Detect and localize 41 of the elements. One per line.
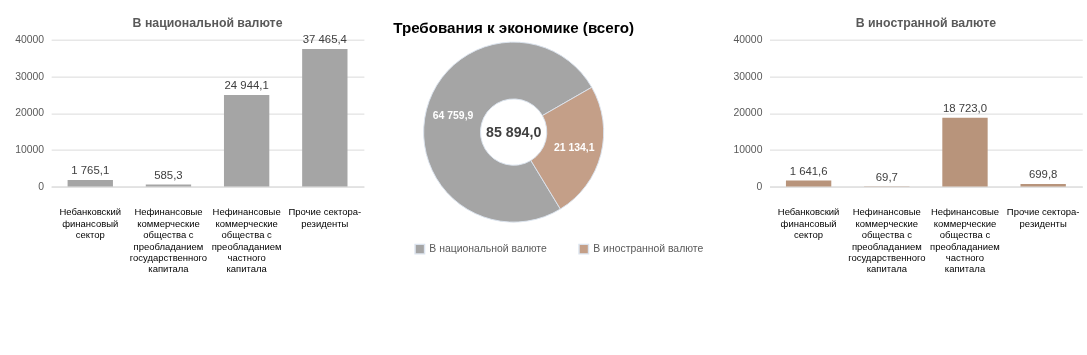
y-tick-label: 20000 (15, 107, 45, 119)
x-tick-label: Нефинансовые коммерческие общества с преобладанием частного капитала (930, 206, 1000, 275)
data-label: 69,7 (875, 170, 898, 183)
y-tick-label: 30000 (733, 70, 763, 82)
chart-title: В иностранной валюте (855, 16, 997, 31)
y-tick-label: 40000 (15, 34, 45, 46)
y-tick-label: 10000 (15, 144, 45, 156)
legend-label: В иностранной валюте (593, 242, 704, 254)
data-label: 21 134,1 (553, 141, 595, 153)
y-tick-label: 0 (38, 180, 45, 192)
data-label: 37 465,4 (302, 33, 347, 46)
bar (223, 94, 270, 187)
x-tick-label: Нефинансовые коммерческие общества с преобладанием государственного капитала (848, 206, 926, 275)
data-label: 64 759,9 (432, 110, 474, 122)
x-tick-label: Нефинансовые коммерческие общества с преобладанием государственного капитала (129, 206, 208, 275)
data-label: 1 641,6 (789, 164, 828, 177)
x-tick-label: Прочие сектора-резиденты (1006, 206, 1080, 229)
x-tick-label: Нефинансовые коммерческие общества с преобладанием частного капитала (211, 206, 282, 275)
bar (1020, 184, 1066, 187)
chart-title: Требования к экономике (всего) (393, 19, 635, 37)
y-tick-label: 20000 (733, 107, 763, 119)
bar (785, 180, 832, 187)
y-tick-label: 10000 (733, 144, 763, 156)
legend-label: В национальной валюте (429, 242, 547, 254)
data-label: 1 765,1 (71, 164, 110, 177)
x-tick-label: Небанковский финансовый сектор (59, 206, 122, 241)
bar (302, 49, 348, 187)
bar (67, 180, 113, 187)
bar (145, 184, 192, 187)
data-label: 699,8 (1028, 168, 1058, 181)
data-label: 24 944,1 (224, 79, 269, 92)
y-tick-label: 0 (756, 180, 763, 192)
x-tick-label: Небанковский финансовый сектор (777, 206, 840, 241)
x-tick-label: Прочие сектора-резиденты (288, 206, 362, 229)
data-label: 585,3 (154, 168, 183, 181)
text: 85 894,0 (486, 123, 542, 140)
y-tick-label: 40000 (733, 34, 763, 46)
chart-title: В национальной валюте (132, 16, 283, 31)
y-tick-label: 30000 (15, 70, 45, 82)
data-label: 18 723,0 (942, 102, 988, 115)
bar (942, 117, 988, 187)
